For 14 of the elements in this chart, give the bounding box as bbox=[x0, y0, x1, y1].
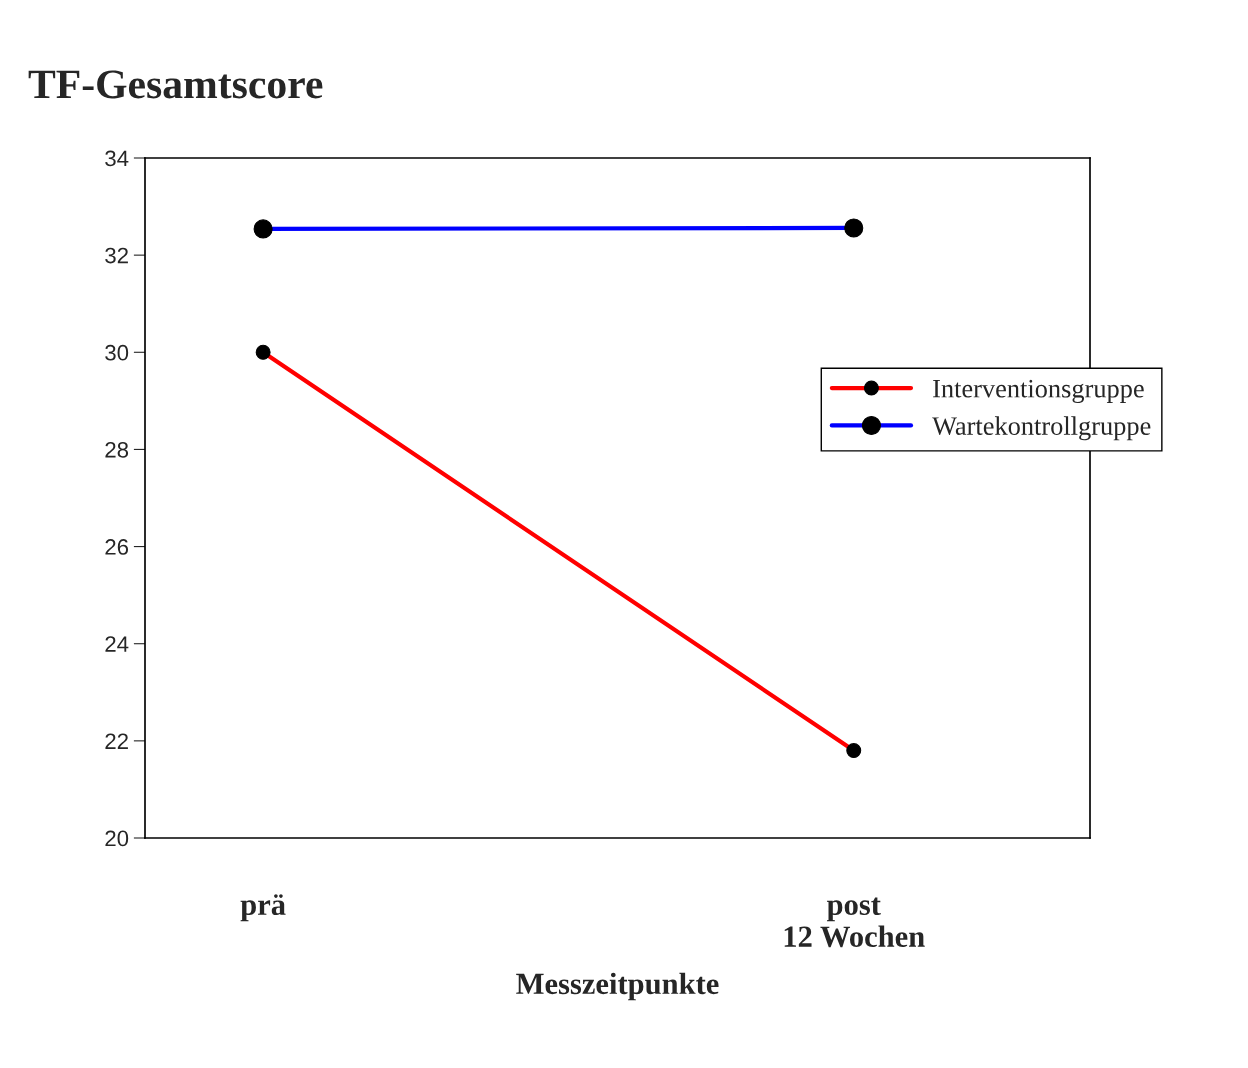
legend-label: Interventionsgruppe bbox=[933, 379, 1144, 403]
y-tick-label: 30 bbox=[105, 344, 129, 361]
y-tick-label: 20 bbox=[105, 830, 129, 847]
y-tick-label: 32 bbox=[105, 247, 128, 264]
y-tick-label: 26 bbox=[105, 539, 129, 555]
chart-title: TF-Gesamtscore bbox=[28, 70, 323, 99]
x-axis-title: Messzeitpunkte bbox=[516, 972, 719, 1001]
y-tick-label: 24 bbox=[105, 636, 129, 652]
y-tick-label: 34 bbox=[105, 150, 129, 167]
x-tick-label: post 12 Wochen bbox=[784, 897, 925, 948]
legend-label: Wartekontrollgruppe bbox=[932, 416, 1151, 441]
x-tick-label: prä bbox=[240, 894, 286, 922]
y-tick-label: 22 bbox=[105, 733, 128, 749]
y-tick-label: 28 bbox=[105, 441, 129, 458]
